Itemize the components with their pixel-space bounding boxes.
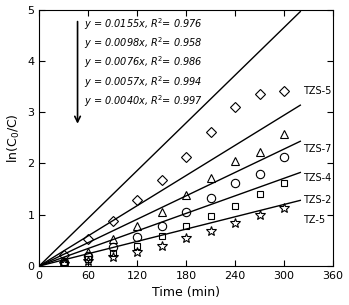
Text: TZS-5: TZS-5 — [303, 86, 331, 95]
Text: $y$ = 0.0057$x$, R$^2$= 0.994: $y$ = 0.0057$x$, R$^2$= 0.994 — [84, 74, 202, 90]
X-axis label: Time (min): Time (min) — [152, 286, 220, 300]
Text: $y$ = 0.0098$x$, R$^2$= 0.958: $y$ = 0.0098$x$, R$^2$= 0.958 — [84, 35, 203, 51]
Text: TZS-2: TZS-2 — [303, 196, 331, 205]
Text: TZ-5: TZ-5 — [303, 215, 325, 225]
Text: TZS-7: TZS-7 — [303, 144, 331, 154]
Text: TZS-4: TZS-4 — [303, 173, 331, 183]
Text: $y$ = 0.0076$x$, R$^2$= 0.986: $y$ = 0.0076$x$, R$^2$= 0.986 — [84, 55, 203, 70]
Text: $y$ = 0.0155$x$, R$^2$= 0.976: $y$ = 0.0155$x$, R$^2$= 0.976 — [84, 16, 203, 31]
Y-axis label: ln(C$_0$/C): ln(C$_0$/C) — [6, 113, 22, 163]
Text: $y$ = 0.0040$x$, R$^2$= 0.997: $y$ = 0.0040$x$, R$^2$= 0.997 — [84, 94, 203, 109]
